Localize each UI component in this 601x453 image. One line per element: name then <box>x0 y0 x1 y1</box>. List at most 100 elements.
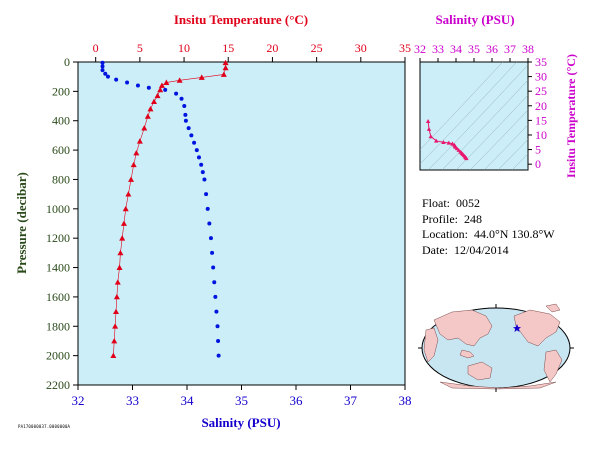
world-map <box>418 303 574 392</box>
left-axis-title: Pressure (decibar) <box>14 172 29 274</box>
ts-right-tick-label: 0 <box>535 157 541 171</box>
bottom-tick-label: 37 <box>344 393 358 408</box>
temperature-point <box>198 74 205 80</box>
temperature-point <box>147 105 154 112</box>
temperature-point <box>136 138 143 144</box>
main-plot: 0 5 10 15 20 25 30 35 32 33 34 35 36 37 38 0 200 400 600… <box>14 12 412 430</box>
temperature-point <box>130 161 137 168</box>
bottom-tick-label: 35 <box>235 393 248 408</box>
temperature-point <box>163 79 170 85</box>
map-tick-marks <box>418 304 574 392</box>
left-tick-label: 1800 <box>46 319 70 333</box>
float-row: Float: 0052 <box>422 196 555 212</box>
date-value: 12/04/2014 <box>454 242 509 257</box>
left-tick-label: 0 <box>64 55 70 69</box>
salinity-point <box>189 133 194 138</box>
salinity-point <box>125 80 130 85</box>
salinity-point <box>215 324 220 329</box>
salinity-point <box>212 280 217 285</box>
ts-point <box>434 138 439 143</box>
temperature-point <box>141 125 148 131</box>
location-row: Location: 44.0°N 130.8°W <box>422 227 555 243</box>
density-contour <box>469 109 528 170</box>
top-axis-title: Insitu Temperature (°C) <box>174 12 308 27</box>
top-axis-ticks: 0 5 10 15 20 25 30 35 <box>93 41 411 62</box>
salinity-point <box>199 162 204 167</box>
left-tick-label: 1600 <box>46 290 70 304</box>
bottom-tick-label: 34 <box>181 393 195 408</box>
salinity-point <box>100 60 105 65</box>
salinity-point <box>211 265 216 270</box>
top-tick-label: 0 <box>93 41 99 55</box>
main-plot-background <box>77 61 406 386</box>
salinity-point <box>135 83 140 88</box>
file-stamp: PA170000037.0000000A <box>18 424 71 429</box>
temperature-point <box>120 220 127 226</box>
density-contour <box>441 79 528 170</box>
ts-right-tick-label: 30 <box>535 70 547 84</box>
salinity-point <box>204 192 209 197</box>
temperature-point <box>222 64 229 71</box>
salinity-point <box>202 177 207 182</box>
date-label: Date: <box>422 242 448 257</box>
density-contour <box>427 64 528 170</box>
temperature-point <box>133 150 140 156</box>
density-contour <box>511 153 528 170</box>
left-tick-label: 600 <box>52 143 70 157</box>
map-marker <box>513 324 521 332</box>
salinity-point <box>213 294 218 299</box>
top-tick-label: 15 <box>222 41 234 55</box>
float-label: Float: <box>422 196 451 210</box>
ts-right-tick-label: 15 <box>535 113 547 127</box>
left-tick-label: 1000 <box>46 202 70 216</box>
temperature-point <box>113 308 120 314</box>
salinity-point <box>174 91 179 96</box>
density-contour <box>483 124 528 170</box>
float-value: 0052 <box>456 196 481 210</box>
bottom-tick-label: 33 <box>126 393 139 408</box>
temperature-point <box>144 113 151 119</box>
temperature-point <box>128 176 135 182</box>
ts-point <box>425 119 431 124</box>
top-tick-label: 10 <box>178 41 190 55</box>
temperature-point <box>110 352 117 359</box>
density-contour <box>420 62 517 165</box>
salinity-point <box>216 338 221 343</box>
salinity-point <box>216 353 221 358</box>
temperature-point <box>113 293 120 300</box>
profile-value: 248 <box>464 211 482 226</box>
ts-top-tick-label: 36 <box>486 42 498 56</box>
location-label: Location: <box>422 227 468 241</box>
density-contour <box>497 139 528 170</box>
ts-top-tick-label: 33 <box>432 42 444 56</box>
ts-point <box>426 126 432 131</box>
temperature-point <box>158 82 165 88</box>
ts-top-axis-title: Salinity (PSU) <box>435 12 514 27</box>
date-row: Date: 12/04/2014 <box>422 243 555 259</box>
ts-top-axis-ticks: 32 33 34 35 36 37 38 <box>414 42 534 62</box>
salinity-point <box>100 64 105 69</box>
ts-right-axis-title: Insitu Temperature (°C) <box>564 54 578 178</box>
salinity-point <box>182 104 187 109</box>
ts-point <box>454 146 460 151</box>
temperature-point <box>220 71 227 77</box>
ts-top-tick-label: 37 <box>504 42 516 56</box>
temperature-point <box>116 264 123 270</box>
ts-top-tick-label: 38 <box>522 42 534 56</box>
density-contour <box>455 94 528 170</box>
salinity-point <box>186 126 191 131</box>
salinity-point <box>200 170 205 175</box>
ts-point <box>464 156 469 161</box>
salinity-point <box>163 87 168 92</box>
salinity-point <box>100 68 105 73</box>
temperature-point <box>154 92 161 99</box>
ts-right-tick-label: 25 <box>535 84 547 98</box>
ts-right-tick-label: 5 <box>535 143 541 157</box>
left-tick-label: 1200 <box>46 231 70 245</box>
density-contour <box>420 62 503 150</box>
left-tick-label: 800 <box>52 172 70 186</box>
top-tick-label: 35 <box>399 41 411 55</box>
